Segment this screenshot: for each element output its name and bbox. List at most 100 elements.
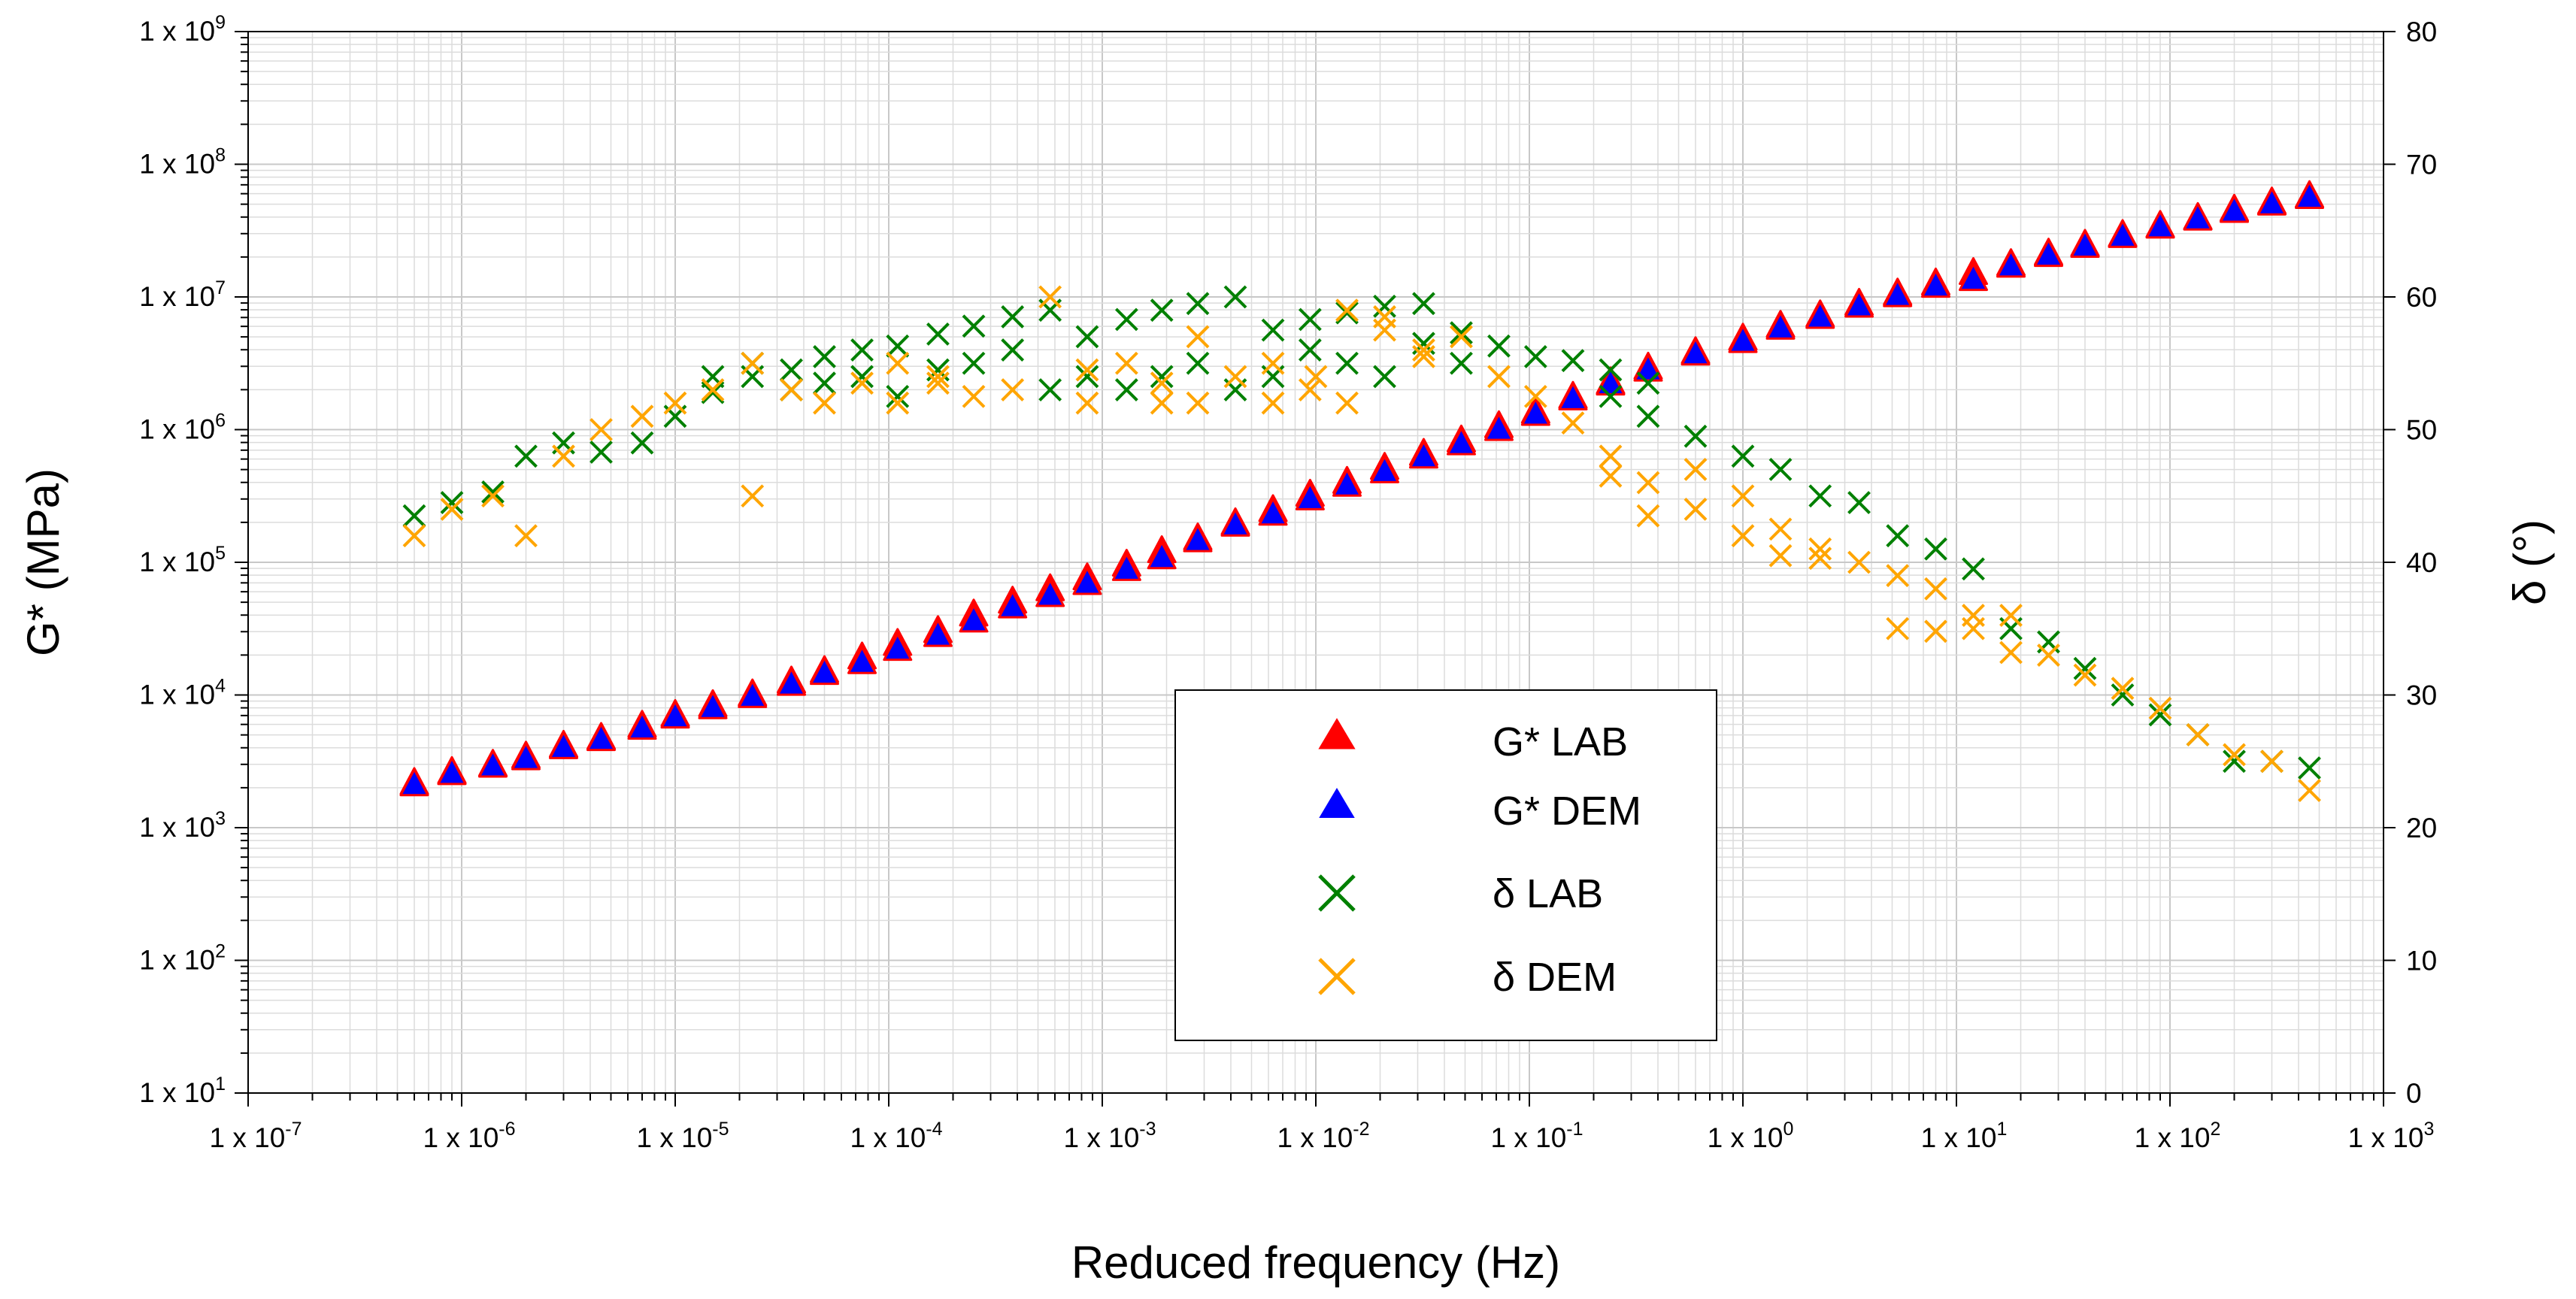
point-g-dem — [660, 701, 690, 729]
legend-box — [1174, 689, 1717, 1041]
point-delta-lab — [1001, 338, 1025, 362]
x-tick-label: 1 x 10-3 — [1063, 1119, 1156, 1153]
axis-ticks — [235, 31, 2396, 1107]
y-right-tick-label: 10 — [2406, 946, 2437, 977]
point-g-dem — [511, 742, 541, 771]
point-delta-dem — [1768, 517, 1793, 541]
point-delta-dem — [663, 391, 687, 415]
point-delta-dem — [1261, 351, 1285, 375]
y-left-tick-label: 1 x 108 — [139, 145, 226, 180]
point-g-dem — [959, 604, 989, 633]
point-delta-dem — [402, 524, 426, 548]
point-delta-dem — [1186, 391, 1210, 415]
x-tick-label: 1 x 10-2 — [1277, 1119, 1369, 1153]
point-g-dem — [437, 757, 467, 786]
point-g-dem — [1996, 250, 2026, 278]
y-right-tick-label: 60 — [2406, 282, 2437, 313]
y-left-tick-label: 1 x 107 — [139, 277, 226, 312]
point-g-dem — [1147, 541, 1177, 570]
point-delta-lab — [1599, 384, 1623, 408]
point-delta-dem — [1487, 365, 1511, 389]
point-delta-dem — [1523, 384, 1547, 408]
point-delta-lab — [780, 358, 803, 382]
point-delta-dem — [1924, 619, 1947, 643]
y-right-tick-label: 0 — [2406, 1078, 2422, 1109]
point-delta-dem — [886, 351, 910, 375]
point-g-dem — [399, 768, 429, 797]
point-g-dem — [1408, 441, 1438, 469]
point-delta-dem — [1731, 524, 1755, 548]
point-delta-dem — [1731, 484, 1755, 508]
point-delta-lab — [1298, 307, 1322, 332]
point-delta-dem — [1924, 577, 1947, 601]
legend-marker-g-lab — [1318, 718, 1356, 749]
point-delta-dem — [1599, 444, 1623, 468]
point-delta-lab — [1114, 307, 1138, 332]
point-g-dem — [1295, 482, 1325, 510]
point-delta-dem — [1335, 298, 1359, 322]
point-delta-lab — [1412, 292, 1435, 316]
point-delta-lab — [1924, 537, 1947, 561]
point-delta-dem — [1001, 378, 1025, 401]
point-delta-lab — [1808, 484, 1832, 508]
point-delta-dem — [1847, 550, 1871, 574]
point-delta-dem — [1373, 318, 1396, 342]
point-delta-dem — [813, 391, 836, 415]
point-delta-dem — [514, 524, 538, 548]
point-g-dem — [698, 691, 728, 719]
point-delta-dem — [2223, 743, 2246, 767]
point-g-dem — [923, 619, 953, 647]
point-delta-lab — [402, 504, 426, 528]
point-delta-dem — [1962, 604, 1985, 628]
point-g-dem — [1920, 270, 1950, 298]
y-left-tick-label: 1 x 106 — [139, 410, 226, 445]
point-delta-dem — [741, 484, 765, 508]
point-delta-dem — [440, 497, 464, 521]
point-delta-lab — [926, 322, 950, 346]
point-g-dem — [1680, 338, 1711, 366]
point-g-dem — [1111, 553, 1141, 581]
point-delta-dem — [481, 484, 505, 508]
point-delta-lab — [2298, 756, 2321, 780]
point-g-dem — [847, 646, 877, 674]
legend-marker-delta-dem — [1318, 958, 1356, 995]
point-delta-lab — [850, 365, 874, 389]
point-delta-lab — [1636, 371, 1660, 395]
point-delta-lab — [440, 491, 464, 514]
point-g-dem — [1446, 427, 1476, 456]
point-delta-lab — [1599, 358, 1623, 382]
point-g-dem — [1633, 353, 1663, 382]
point-g-dem — [1520, 398, 1550, 426]
point-delta-dem — [1450, 325, 1473, 349]
legend-marker-g-dem — [1319, 788, 1355, 818]
point-delta-lab — [1886, 524, 1910, 548]
point-delta-dem — [1150, 391, 1174, 415]
legend-item-g-dem: G* DEM — [1319, 788, 1641, 834]
point-g-dem — [1332, 468, 1362, 497]
point-delta-dem — [2298, 779, 2321, 802]
legend-item-delta-dem: δ DEM — [1318, 955, 1617, 1000]
point-g-dem — [2034, 239, 2064, 268]
y-left-tick-label: 1 x 102 — [139, 941, 226, 976]
legend-item-g-lab: G* LAB — [1318, 718, 1628, 765]
grid — [248, 32, 2384, 1093]
point-g-dem — [2070, 229, 2100, 258]
point-delta-dem — [1038, 285, 1062, 309]
point-g-dem — [1765, 311, 1796, 340]
point-g-dem — [2295, 181, 2325, 210]
point-delta-dem — [1150, 371, 1174, 395]
y-left-tick-label: 1 x 101 — [139, 1073, 226, 1108]
point-delta-lab — [813, 371, 836, 395]
x-tick-label: 1 x 100 — [1708, 1119, 1794, 1153]
point-delta-lab — [1335, 301, 1359, 325]
point-g-dem — [627, 712, 657, 740]
y-axis-left-title: G* (MPa) — [18, 468, 68, 656]
y-axis-right-title: δ (°) — [2505, 519, 2555, 605]
point-delta-lab — [962, 314, 986, 338]
point-g-dem — [2257, 187, 2287, 216]
point-delta-lab — [962, 351, 986, 375]
x-axis-title: Reduced frequency (Hz) — [1071, 1237, 1560, 1288]
point-delta-lab — [1223, 285, 1247, 309]
point-delta-lab — [1636, 404, 1660, 428]
legend-marker-delta-lab — [1318, 874, 1356, 912]
